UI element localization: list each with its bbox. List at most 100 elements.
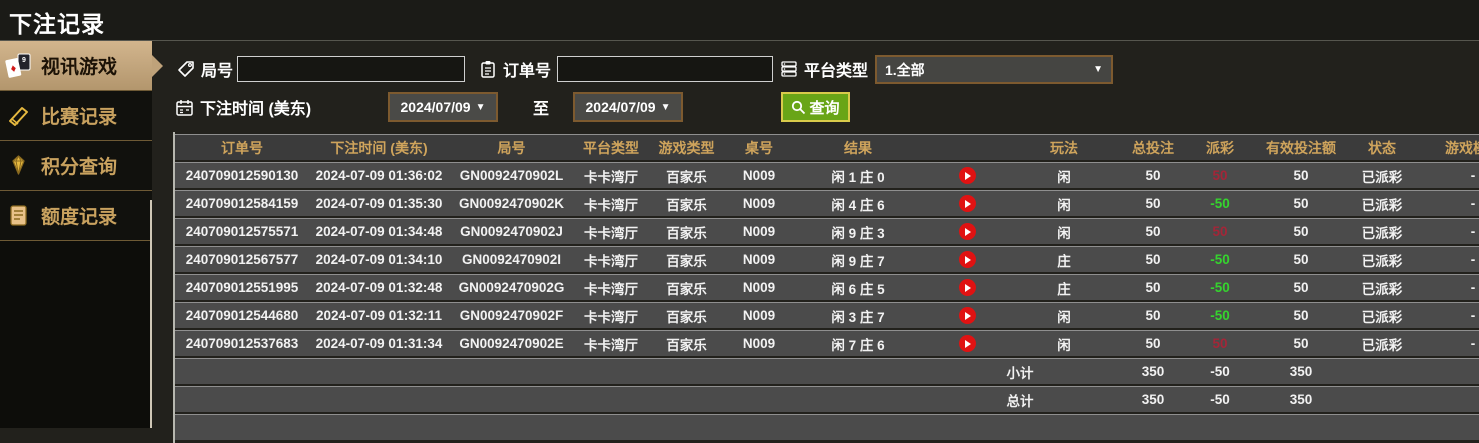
order-number-label-group: 订单号 — [479, 54, 551, 84]
replay-video-icon[interactable] — [958, 279, 976, 296]
cell-replay — [923, 219, 1011, 244]
cell-order: 240709012544680 — [175, 303, 309, 328]
table-row: 240709012544680 2024-07-09 01:32:11 GN00… — [175, 303, 1479, 328]
cell-round: GN0092470902J — [449, 219, 574, 244]
cell-platform: 卡卡湾厅 — [574, 331, 648, 356]
cell-mode: - — [1413, 303, 1479, 328]
replay-video-icon[interactable] — [958, 167, 976, 184]
sidebar-divider — [150, 200, 152, 428]
cell-table: N009 — [725, 275, 793, 300]
col-header-play: 玩法 — [1011, 135, 1117, 160]
server-icon — [780, 60, 798, 78]
cell-valid-bet: 50 — [1251, 191, 1351, 216]
cell-time: 2024-07-09 01:32:48 — [309, 275, 449, 300]
cell-result: 闲 3 庄 7 — [793, 303, 923, 328]
round-number-input[interactable] — [237, 56, 465, 82]
cell-platform: 卡卡湾厅 — [574, 219, 648, 244]
cell-round: GN0092470902F — [449, 303, 574, 328]
cell-result: 闲 6 庄 5 — [793, 275, 923, 300]
replay-video-icon[interactable] — [958, 223, 976, 240]
top-bar: 下注记录 — [0, 0, 1479, 41]
cell-round: GN0092470902E — [449, 331, 574, 356]
cell-mode: - — [1413, 247, 1479, 272]
cell-status: 已派彩 — [1351, 303, 1413, 328]
subtotal-row: 小计 350 -50 350 — [175, 359, 1479, 384]
cell-platform: 卡卡湾厅 — [574, 163, 648, 188]
sidebar-item-label: 积分查询 — [41, 157, 118, 178]
cell-round: GN0092470902I — [449, 247, 574, 272]
cell-valid-bet: 50 — [1251, 247, 1351, 272]
replay-video-icon[interactable] — [958, 195, 976, 212]
sidebar-item-points-query[interactable]: 积分查询 — [0, 141, 152, 191]
platform-type-label: 平台类型 — [804, 63, 869, 80]
cell-platform: 卡卡湾厅 — [574, 303, 648, 328]
cell-game: 百家乐 — [648, 247, 725, 272]
cell-mode: - — [1413, 275, 1479, 300]
ticket-icon — [5, 102, 32, 129]
table-row: 240709012567577 2024-07-09 01:34:10 GN00… — [175, 247, 1479, 272]
cell-replay — [923, 191, 1011, 216]
cell-round: GN0092470902L — [449, 163, 574, 188]
sidebar-item-video-games[interactable]: 9 ♦ 视讯游戏 — [0, 41, 152, 91]
cell-status: 已派彩 — [1351, 191, 1413, 216]
cell-round: GN0092470902G — [449, 275, 574, 300]
cell-replay — [923, 275, 1011, 300]
cell-order: 240709012551995 — [175, 275, 309, 300]
cell-order: 240709012590130 — [175, 163, 309, 188]
col-header-game: 游戏类型 — [648, 135, 725, 160]
cell-payout: -50 — [1189, 303, 1251, 328]
sidebar-item-match-records[interactable]: 比赛记录 — [0, 91, 152, 141]
subtotal-payout: -50 — [1189, 359, 1251, 384]
cell-result: 闲 9 庄 7 — [793, 247, 923, 272]
replay-video-icon[interactable] — [958, 251, 976, 268]
cell-payout: -50 — [1189, 247, 1251, 272]
sidebar: 9 ♦ 视讯游戏 比赛记录 积分查询 — [0, 41, 152, 428]
cell-replay — [923, 247, 1011, 272]
cell-replay — [923, 303, 1011, 328]
cell-total-bet: 50 — [1117, 191, 1189, 216]
cell-play: 闲 — [1011, 163, 1117, 188]
query-button-label: 查询 — [809, 99, 840, 117]
replay-video-icon[interactable] — [958, 307, 976, 324]
subtotal-label: 小计 — [923, 359, 1117, 384]
cell-mode: - — [1413, 331, 1479, 356]
date-to-picker[interactable]: 2024/07/09 ▼ — [573, 92, 683, 122]
bet-records-table: 订单号 下注时间 (美东) 局号 平台类型 游戏类型 桌号 结果 玩法 总投注 … — [173, 132, 1479, 443]
platform-type-label-group: 平台类型 — [780, 54, 868, 84]
table-header-row: 订单号 下注时间 (美东) 局号 平台类型 游戏类型 桌号 结果 玩法 总投注 … — [175, 135, 1479, 160]
cell-result: 闲 4 庄 6 — [793, 191, 923, 216]
query-button[interactable]: 查询 — [781, 92, 850, 122]
cell-payout: 50 — [1189, 219, 1251, 244]
cell-time: 2024-07-09 01:35:30 — [309, 191, 449, 216]
cell-payout: 50 — [1189, 163, 1251, 188]
cell-game: 百家乐 — [648, 219, 725, 244]
platform-type-select[interactable]: 1.全部 ▼ — [875, 55, 1113, 84]
cell-time: 2024-07-09 01:34:10 — [309, 247, 449, 272]
table-row: 240709012584159 2024-07-09 01:35:30 GN00… — [175, 191, 1479, 216]
gem-icon — [5, 152, 32, 179]
sidebar-item-quota-records[interactable]: 额度记录 — [0, 191, 152, 241]
cell-result: 闲 1 庄 0 — [793, 163, 923, 188]
tag-icon — [177, 60, 195, 78]
cell-order: 240709012567577 — [175, 247, 309, 272]
grand-total-row: 总计 350 -50 350 — [175, 387, 1479, 412]
cell-status: 已派彩 — [1351, 331, 1413, 356]
platform-type-value: 1.全部 — [885, 61, 925, 78]
col-header-order: 订单号 — [175, 135, 309, 160]
date-from-picker[interactable]: 2024/07/09 ▼ — [388, 92, 498, 122]
col-header-status: 状态 — [1351, 135, 1413, 160]
cell-replay — [923, 163, 1011, 188]
cell-total-bet: 50 — [1117, 219, 1189, 244]
col-header-time: 下注时间 (美东) — [309, 135, 449, 160]
chevron-down-icon: ▼ — [475, 101, 486, 113]
cell-round: GN0092470902K — [449, 191, 574, 216]
cell-game: 百家乐 — [648, 163, 725, 188]
svg-text:9: 9 — [22, 57, 26, 64]
col-header-result: 结果 — [793, 135, 923, 160]
replay-video-icon[interactable] — [958, 335, 976, 352]
table-row: 240709012551995 2024-07-09 01:32:48 GN00… — [175, 275, 1479, 300]
chevron-down-icon: ▼ — [660, 101, 671, 113]
round-number-label: 局号 — [201, 63, 234, 80]
cell-result: 闲 7 庄 6 — [793, 331, 923, 356]
order-number-input[interactable] — [557, 56, 773, 82]
